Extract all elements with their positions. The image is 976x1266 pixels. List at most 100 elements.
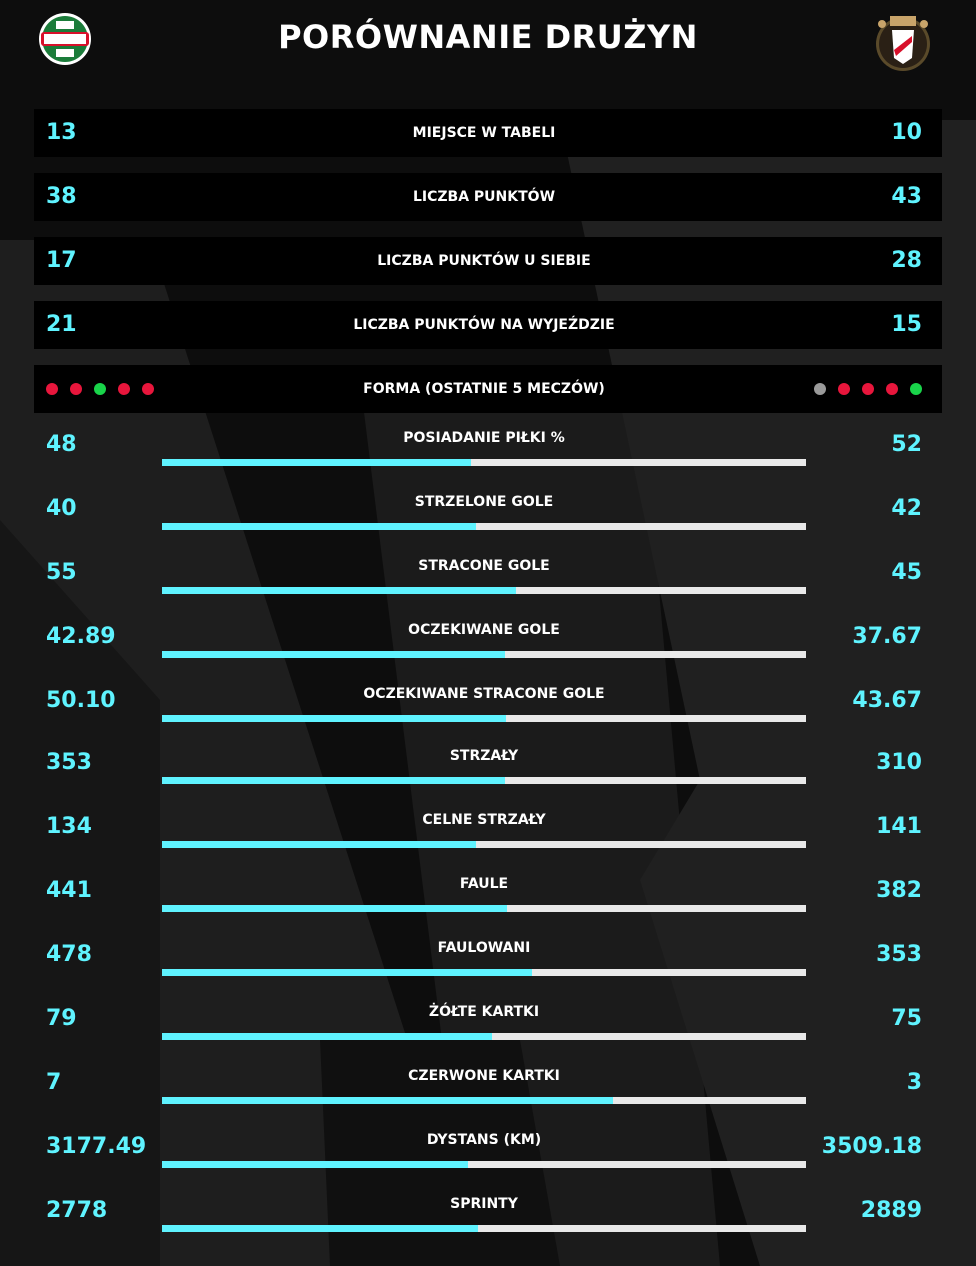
form-result-loss-icon [118,383,130,395]
away-value: 43.67 [852,688,922,713]
home-value: 21 [46,312,77,337]
away-value: 52 [891,432,922,457]
away-value: 45 [891,560,922,585]
stat-row: 13 MIEJSCE W TABELI 10 [34,109,942,157]
form-row: FORMA (OSTATNIE 5 MECZÓW) [34,365,942,413]
home-value: 17 [46,248,77,273]
stat-label: OCZEKIWANE GOLE [408,622,560,638]
form-result-loss-icon [46,383,58,395]
stat-label: LICZBA PUNKTÓW NA WYJEŹDZIE [353,317,615,333]
away-value: 75 [891,1006,922,1031]
comparison-bar-home-fill [162,587,517,594]
away-form-dots [814,383,922,395]
form-result-loss-icon [70,383,82,395]
stat-label: LICZBA PUNKTÓW [412,189,556,205]
page-title: PORÓWNANIE DRUŻYN [278,18,698,56]
stat-label: ŻÓŁTE KARTKI [428,1004,540,1020]
stat-label: POSIADANIE PIŁKI % [403,430,565,446]
home-value: 48 [46,432,77,457]
comparison-bar [162,1161,806,1168]
form-result-win-icon [910,383,922,395]
stat-bar-row: 50.10 OCZEKIWANE STRACONE GOLE 43.67 [34,677,942,725]
stat-bar-row: 48 POSIADANIE PIŁKI % 52 [34,421,942,469]
comparison-bar-home-fill [162,523,477,530]
away-value: 37.67 [852,624,922,649]
stat-label: SPRINTY [450,1196,518,1212]
stat-label: STRZAŁY [449,748,519,764]
comparison-bar [162,1097,806,1104]
home-value: 13 [46,120,77,145]
stat-label: STRZELONE GOLE [414,494,554,510]
stat-bar-row: 353 STRZAŁY 310 [34,739,942,787]
stat-label: FAULE [459,876,509,892]
home-value: 79 [46,1006,77,1031]
stat-row: 21 LICZBA PUNKTÓW NA WYJEŹDZIE 15 [34,301,942,349]
stat-label: CELNE STRZAŁY [422,812,546,828]
away-value: 353 [876,942,922,967]
stat-bar-row: 2778 SPRINTY 2889 [34,1187,942,1235]
stat-bar-row: 40 STRZELONE GOLE 42 [34,485,942,533]
away-value: 310 [876,750,922,775]
stat-label: MIEJSCE W TABELI [412,125,556,141]
away-value: 28 [891,248,922,273]
comparison-bar [162,969,806,976]
comparison-bar [162,715,806,722]
form-result-win-icon [94,383,106,395]
stat-bar-row: 42.89 OCZEKIWANE GOLE 37.67 [34,613,942,661]
stat-label: FAULOWANI [437,940,531,956]
stat-bar-row: 7 CZERWONE KARTKI 3 [34,1059,942,1107]
comparison-bar [162,459,806,466]
comparison-bar [162,1225,806,1232]
comparison-bar [162,841,806,848]
comparison-bar-home-fill [162,1225,478,1232]
home-value: 134 [46,814,92,839]
comparison-bar [162,1033,806,1040]
home-value: 50.10 [46,688,116,713]
home-value: 55 [46,560,77,585]
comparison-bar [162,651,806,658]
stat-bar-row: 79 ŻÓŁTE KARTKI 75 [34,995,942,1043]
form-label: FORMA (OSTATNIE 5 MECZÓW) [363,381,605,397]
comparison-bar [162,905,806,912]
comparison-bar-home-fill [162,459,472,466]
stat-bar-row: 134 CELNE STRZAŁY 141 [34,803,942,851]
home-value: 441 [46,878,92,903]
stat-row: 17 LICZBA PUNKTÓW U SIEBIE 28 [34,237,942,285]
away-value: 43 [891,184,922,209]
form-result-loss-icon [862,383,874,395]
comparison-bar [162,523,806,530]
stat-bar-row: 55 STRACONE GOLE 45 [34,549,942,597]
stat-label: LICZBA PUNKTÓW U SIEBIE [377,253,591,269]
stat-label: CZERWONE KARTKI [408,1068,560,1084]
home-value: 40 [46,496,77,521]
comparison-bar-home-fill [162,969,533,976]
comparison-bar-home-fill [162,715,507,722]
stat-bar-row: 478 FAULOWANI 353 [34,931,942,979]
away-team-logo [876,16,930,71]
away-value: 382 [876,878,922,903]
home-value: 42.89 [46,624,116,649]
comparison-bar-home-fill [162,1033,493,1040]
stat-label: OCZEKIWANE STRACONE GOLE [363,686,605,702]
comparison-bar-home-fill [162,651,505,658]
home-value: 353 [46,750,92,775]
home-value: 478 [46,942,92,967]
form-result-draw-icon [814,383,826,395]
comparison-bar-home-fill [162,777,505,784]
home-team-logo [39,13,91,65]
header: PORÓWNANIE DRUŻYN [0,0,976,80]
comparison-bar [162,777,806,784]
home-value: 7 [46,1070,62,1095]
comparison-bar-home-fill [162,841,476,848]
away-value: 42 [891,496,922,521]
stat-row: 38 LICZBA PUNKTÓW 43 [34,173,942,221]
away-value: 15 [891,312,922,337]
away-value: 10 [891,120,922,145]
away-value: 141 [876,814,922,839]
home-value: 3177.49 [46,1134,147,1159]
comparison-bar [162,587,806,594]
away-value: 3509.18 [821,1134,922,1159]
comparison-bar-home-fill [162,1097,613,1104]
stat-bar-row: 3177.49 DYSTANS (KM) 3509.18 [34,1123,942,1171]
